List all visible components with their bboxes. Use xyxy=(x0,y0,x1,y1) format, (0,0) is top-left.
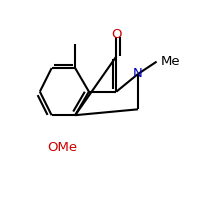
Text: N: N xyxy=(133,67,143,80)
Text: OMe: OMe xyxy=(47,141,78,154)
Text: Me: Me xyxy=(160,55,180,68)
Text: O: O xyxy=(111,28,122,41)
